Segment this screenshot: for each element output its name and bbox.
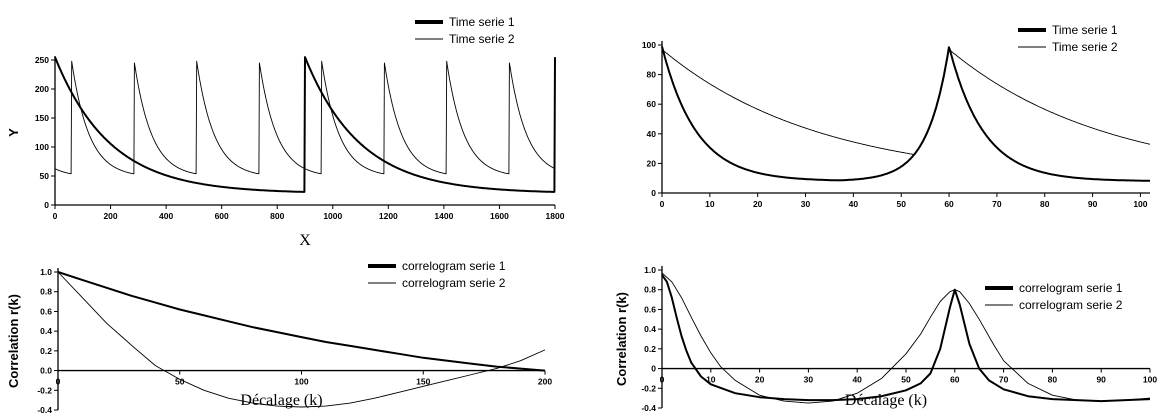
y-tick-label: 50 (40, 171, 50, 181)
series-line-2 (57, 271, 546, 408)
y-tick-label: 0.0 (40, 366, 52, 376)
x-tick-label: 20 (753, 199, 763, 209)
series-line-2 (661, 272, 1151, 404)
x-tick-label: 70 (999, 375, 1009, 385)
y-tick-label: 100 (642, 40, 656, 50)
y-tick-label: 0.4 (40, 326, 52, 336)
y-tick-label: 0 (651, 364, 656, 374)
y-tick-label: 0.2 (644, 344, 656, 354)
x-axis-title: Décalage (k) (845, 392, 927, 409)
y-tick-label: 0.4 (644, 324, 656, 334)
y-tick-label: 60 (647, 99, 657, 109)
series-line-1 (54, 56, 556, 193)
y-tick-label: 20 (647, 158, 657, 168)
series-line-2 (661, 49, 1151, 155)
x-tick-label: 1200 (379, 211, 398, 221)
x-tick-label: 0 (660, 375, 665, 385)
y-axis-title: Y (6, 128, 21, 137)
x-tick-label: 100 (294, 377, 308, 387)
series-line-1 (57, 271, 546, 372)
legend-label: Time serie 1 (449, 15, 515, 29)
legend-label: correlogram serie 2 (402, 276, 506, 290)
x-tick-label: 600 (215, 211, 229, 221)
x-tick-label: 100 (1133, 199, 1147, 209)
y-tick-label: 0 (44, 200, 49, 210)
y-axis-title: Correlation r(k) (6, 294, 21, 388)
y-tick-label: -0.4 (641, 403, 656, 413)
x-tick-label: 100 (1143, 375, 1157, 385)
y-tick-label: 100 (35, 142, 49, 152)
x-tick-label: 60 (950, 375, 960, 385)
series-line-2 (54, 60, 556, 175)
x-tick-label: 90 (1096, 375, 1106, 385)
x-tick-label: 400 (159, 211, 173, 221)
legend-label: correlogram serie 2 (1019, 298, 1123, 312)
y-tick-label: 150 (35, 113, 49, 123)
x-tick-label: 200 (538, 377, 552, 387)
y-tick-label: 0.8 (644, 285, 656, 295)
y-tick-label: 0.8 (40, 287, 52, 297)
x-tick-label: 40 (849, 199, 859, 209)
y-tick-label: 250 (35, 55, 49, 65)
y-axis-title: Correlation r(k) (614, 292, 629, 386)
y-tick-label: -0.4 (37, 405, 52, 415)
y-tick-label: -0.2 (641, 383, 656, 393)
x-tick-label: 20 (755, 375, 765, 385)
x-tick-label: 1800 (546, 211, 565, 221)
x-tick-label: 60 (944, 199, 954, 209)
legend-label: correlogram serie 1 (1019, 281, 1123, 295)
x-tick-label: 90 (1088, 199, 1098, 209)
y-tick-label: 40 (647, 129, 657, 139)
x-tick-label: 50 (901, 375, 911, 385)
series-line-1 (661, 46, 1150, 182)
x-tick-label: 10 (706, 375, 716, 385)
legend-label: Time serie 2 (1052, 40, 1118, 54)
x-tick-label: 1000 (323, 211, 342, 221)
y-tick-label: 200 (35, 84, 49, 94)
x-tick-label: 70 (992, 199, 1002, 209)
x-tick-label: 40 (852, 375, 862, 385)
x-tick-label: 80 (1048, 375, 1058, 385)
x-tick-label: 50 (175, 377, 185, 387)
y-tick-label: 0 (651, 188, 656, 198)
y-tick-label: 0.6 (644, 304, 656, 314)
x-tick-label: 0 (56, 377, 61, 387)
x-axis-title: X (299, 232, 311, 249)
x-tick-label: 0 (53, 211, 58, 221)
x-tick-label: 80 (1040, 199, 1050, 209)
y-tick-label: 0.2 (40, 346, 52, 356)
x-tick-label: 150 (416, 377, 430, 387)
time-series-panel-left: 0 50 100 150 200 250 0 200 400 600 800 1000 1200 1400… (6, 15, 565, 249)
y-tick-label: 1.0 (644, 265, 656, 275)
x-tick-label: 30 (804, 375, 814, 385)
time-series-panel-right: 0 20 40 60 80 100 0 10 20 30 40 50 60 70 80 90 100 Time s… (642, 23, 1151, 209)
correlogram-panel-right: -0.4 -0.2 0 0.2 0.4 0.6 0.8 1.0 0 10 20 30 40 50 60 70 8… (614, 265, 1157, 413)
x-tick-label: 1400 (434, 211, 453, 221)
y-tick-label: -0.2 (37, 385, 52, 395)
x-tick-label: 1600 (490, 211, 509, 221)
x-tick-label: 800 (270, 211, 284, 221)
y-tick-label: 0.6 (40, 306, 52, 316)
legend-label: Time serie 2 (449, 32, 515, 46)
x-tick-label: 10 (705, 199, 715, 209)
series-line-1 (661, 274, 1151, 403)
x-tick-label: 50 (896, 199, 906, 209)
x-tick-label: 0 (660, 199, 665, 209)
legend-label: Time serie 1 (1052, 23, 1118, 37)
y-tick-label: 1.0 (40, 267, 52, 277)
x-tick-label: 30 (801, 199, 811, 209)
x-axis-title: Décalage (k) (240, 392, 322, 409)
y-tick-label: 80 (647, 70, 657, 80)
x-tick-label: 200 (103, 211, 117, 221)
correlogram-panel-left: -0.4 -0.2 0.0 0.2 0.4 0.6 0.8 1.0 0 50 100 150 200 Co… (6, 259, 552, 415)
legend-label: correlogram serie 1 (402, 259, 506, 273)
